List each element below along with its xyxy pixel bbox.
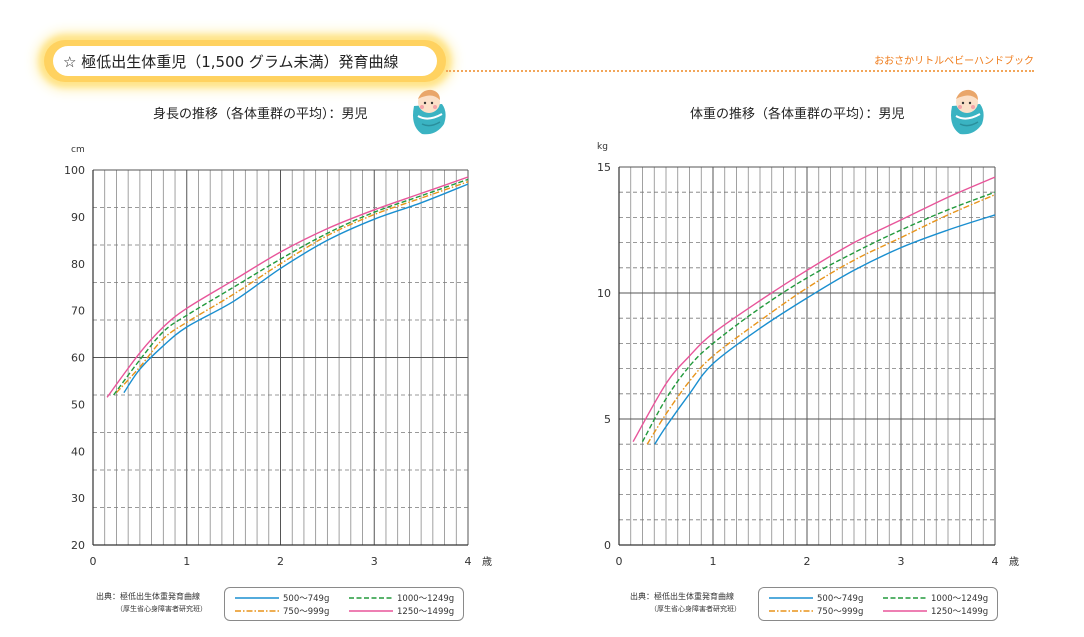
baby-icon — [951, 89, 984, 135]
legend-label: 1250～1499g — [931, 607, 989, 617]
legend-label: 500～749g — [817, 594, 864, 604]
legend-label: 1000～1249g — [931, 594, 989, 604]
y-tick-label: 30 — [71, 492, 85, 505]
x-tick-label: 4 — [992, 555, 999, 568]
legend-label: 750～999g — [817, 607, 864, 617]
series-line — [113, 178, 469, 396]
x-tick-label: 4 — [465, 555, 472, 568]
y-unit-label: kg — [597, 142, 608, 152]
x-tick-label: 3 — [371, 555, 378, 568]
legend-label: 1250～1499g — [397, 607, 455, 617]
weight-chart-title: 体重の推移（各体重群の平均）：男児 — [690, 107, 905, 122]
y-tick-label: 70 — [71, 305, 85, 318]
legend-label: 1000～1249g — [397, 594, 455, 604]
source-line1: 出典：極低出生体重発育曲線 — [630, 592, 734, 601]
series-line — [123, 183, 469, 394]
header-dotted-divider — [446, 70, 1034, 72]
x-unit-label: 歳 — [1009, 556, 1019, 568]
x-tick-label: 0 — [616, 555, 623, 568]
source-note: 出典：極低出生体重発育曲線 （厚生省心身障害者研究班） — [96, 591, 207, 615]
legend-item: 1000～1249g — [349, 592, 454, 604]
series-line — [646, 194, 996, 445]
page-title: ☆ 極低出生体重児（1,500 グラム未満）発育曲線 — [53, 46, 437, 76]
y-tick-label: 50 — [71, 398, 85, 411]
legend-item: 1000～1249g — [883, 592, 988, 604]
series-line — [632, 176, 996, 443]
baby-icon — [413, 89, 446, 135]
legend-label: 750～999g — [283, 607, 330, 617]
brand-label: おおさかリトルベビーハンドブック — [874, 56, 1034, 67]
legend-item: 1250～1499g — [349, 605, 454, 617]
legend-item: 1250～1499g — [883, 605, 988, 617]
x-tick-label: 1 — [183, 555, 190, 568]
series-line — [641, 191, 996, 443]
x-tick-label: 3 — [898, 555, 905, 568]
legend-label: 500～749g — [283, 594, 330, 604]
y-tick-label: 10 — [597, 287, 611, 300]
series-line — [115, 181, 469, 394]
legend-item: 750～999g — [769, 605, 863, 617]
y-tick-label: 60 — [71, 352, 85, 365]
y-tick-label: 15 — [597, 161, 611, 174]
legend-box: 500～749g 1000～1249g 750～999g 1250～1499g — [224, 587, 464, 621]
page-title-text: ☆ 極低出生体重児（1,500 グラム未満）発育曲線 — [63, 52, 399, 71]
x-unit-label: 歳 — [482, 556, 492, 568]
x-tick-label: 2 — [804, 555, 811, 568]
x-tick-label: 2 — [277, 555, 284, 568]
y-unit-label: cm — [71, 145, 85, 155]
source-line2: （厚生省心身障害者研究班） — [116, 605, 207, 613]
legend-box: 500～749g 1000～1249g 750～999g 1250～1499g — [758, 587, 998, 621]
y-tick-label: 80 — [71, 258, 85, 271]
series-line — [106, 176, 469, 398]
legend-item: 500～749g — [769, 592, 863, 604]
source-line1: 出典：極低出生体重発育曲線 — [96, 592, 200, 601]
y-tick-label: 20 — [71, 539, 85, 552]
x-tick-label: 1 — [710, 555, 717, 568]
legend-item: 750～999g — [235, 605, 329, 617]
y-tick-label: 0 — [604, 539, 611, 552]
source-note: 出典：極低出生体重発育曲線 （厚生省心身障害者研究班） — [630, 591, 741, 615]
y-tick-label: 5 — [604, 413, 611, 426]
legend-item: 500～749g — [235, 592, 329, 604]
series-line — [654, 214, 996, 445]
y-tick-label: 40 — [71, 445, 85, 458]
y-tick-label: 100 — [64, 164, 85, 177]
source-line2: （厚生省心身障害者研究班） — [650, 605, 741, 613]
x-tick-label: 0 — [90, 555, 97, 568]
y-tick-label: 90 — [71, 211, 85, 224]
height-chart-title: 身長の推移（各体重群の平均）：男児 — [153, 107, 368, 122]
